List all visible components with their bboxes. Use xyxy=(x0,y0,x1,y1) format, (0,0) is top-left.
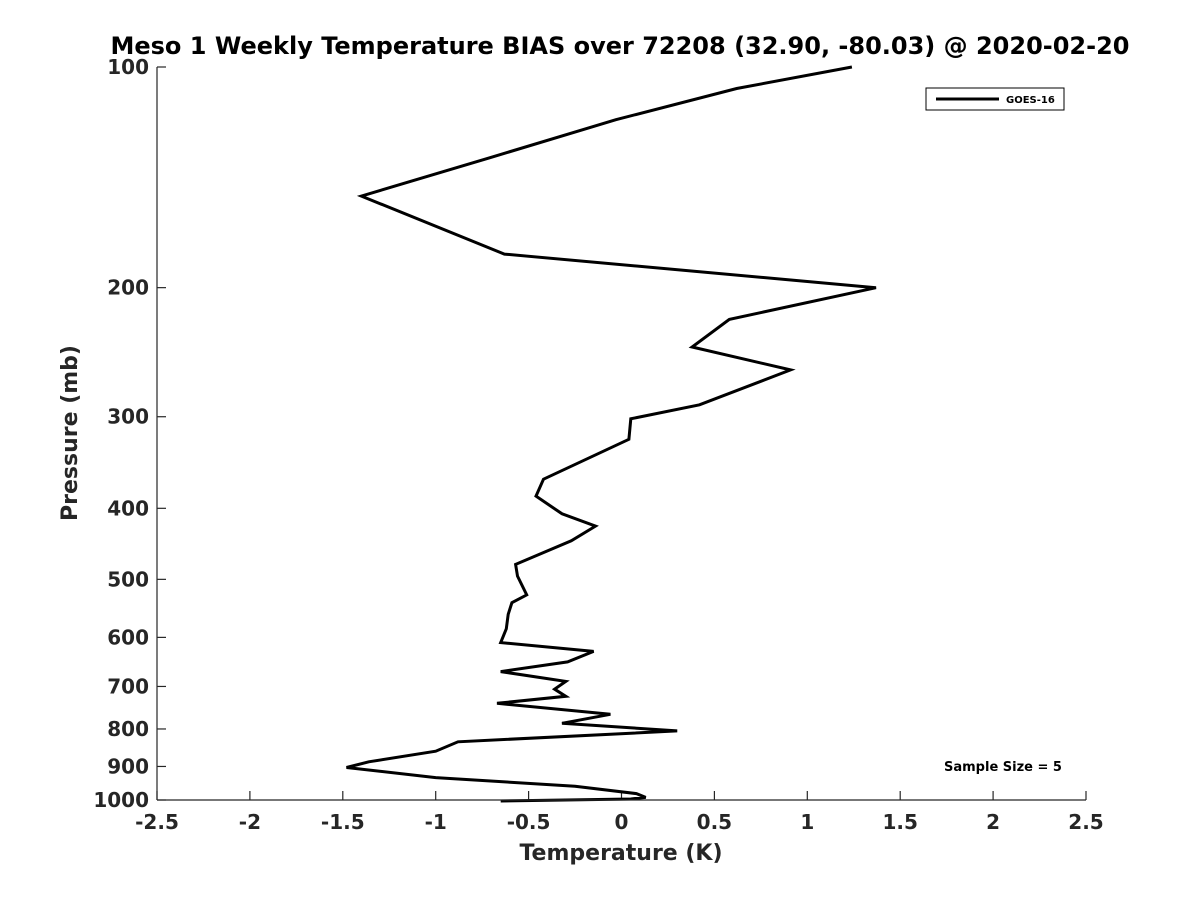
y-tick-label: 600 xyxy=(107,625,149,649)
y-axis-ticks: 100 200 300 400 500 600 700 800 900 1000 xyxy=(93,55,166,812)
y-tick-label: 700 xyxy=(107,674,149,698)
y-tick-label: 900 xyxy=(107,754,149,778)
chart-title: Meso 1 Weekly Temperature BIAS over 7220… xyxy=(110,32,1129,60)
legend: GOES-16 xyxy=(925,87,1065,111)
y-tick-label: 800 xyxy=(107,717,149,741)
x-tick-label: 0 xyxy=(615,810,629,834)
sample-size-annotation: Sample Size = 5 xyxy=(944,760,1062,775)
y-tick-label: 100 xyxy=(107,55,149,79)
y-tick-label: 500 xyxy=(107,567,149,591)
x-tick-label: 1 xyxy=(800,810,814,834)
x-tick-label: 1.5 xyxy=(882,810,917,834)
x-tick-label: -1 xyxy=(425,810,447,834)
x-tick-label: 2.5 xyxy=(1068,810,1103,834)
y-tick-label: 1000 xyxy=(93,788,149,812)
y-tick-label: 300 xyxy=(107,405,149,429)
series-line-goes-16 xyxy=(346,65,877,803)
legend-label-goes-16: GOES-16 xyxy=(1006,95,1055,106)
x-tick-label: -1.5 xyxy=(321,810,365,834)
x-axis-label: Temperature (K) xyxy=(519,841,722,866)
y-axis-label: Pressure (mb) xyxy=(58,345,83,521)
x-tick-label: 2 xyxy=(986,810,1000,834)
x-tick-label: -2.5 xyxy=(135,810,179,834)
x-tick-label: 0.5 xyxy=(697,810,732,834)
y-tick-label: 400 xyxy=(107,496,149,520)
x-tick-label: -0.5 xyxy=(507,810,551,834)
x-axis-ticks: -2.5 -2 -1.5 -1 -0.5 0 0.5 1 1.5 2 2.5 xyxy=(135,791,1104,834)
x-tick-label: -2 xyxy=(239,810,261,834)
y-tick-label: 200 xyxy=(107,276,149,300)
